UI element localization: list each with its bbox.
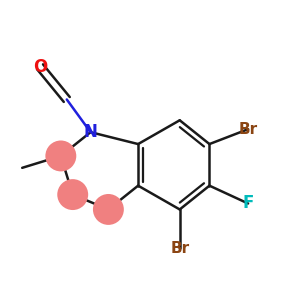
Circle shape (93, 194, 124, 225)
Text: Br: Br (238, 122, 258, 137)
Circle shape (57, 179, 88, 210)
Text: Br: Br (170, 241, 189, 256)
Text: F: F (242, 194, 254, 212)
Circle shape (45, 140, 76, 171)
Text: O: O (33, 58, 47, 76)
Text: N: N (84, 123, 98, 141)
